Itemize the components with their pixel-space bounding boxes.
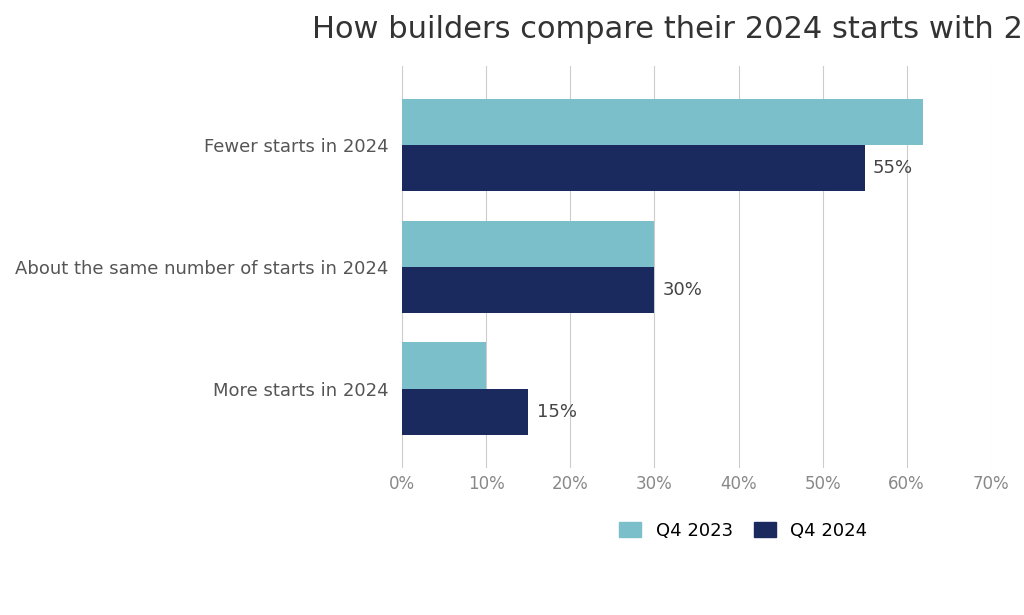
Bar (402, 221, 654, 267)
Bar (402, 145, 864, 191)
Bar (402, 389, 528, 435)
Bar (402, 98, 924, 145)
Text: 15%: 15% (537, 403, 577, 421)
Bar (402, 343, 486, 389)
Title: How builders compare their 2024 starts with 2023: How builders compare their 2024 starts w… (312, 15, 1024, 44)
Text: 30%: 30% (663, 281, 702, 299)
Text: 55%: 55% (873, 159, 913, 177)
Bar (402, 267, 654, 313)
Legend: Q4 2023, Q4 2024: Q4 2023, Q4 2024 (612, 515, 874, 547)
